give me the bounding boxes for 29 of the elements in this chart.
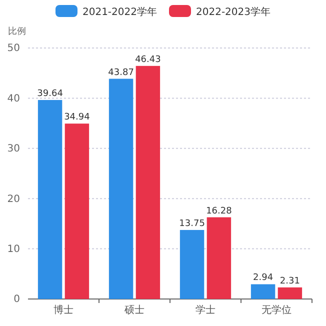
data-label: 39.64 [37, 89, 64, 100]
y-tick-label: 0 [14, 294, 20, 306]
bar [64, 124, 90, 299]
bar [108, 78, 134, 299]
y-tick-label: 30 [7, 144, 20, 155]
bar [206, 217, 232, 299]
data-label: 43.87 [108, 68, 134, 78]
x-tick-label: 博士 [54, 304, 74, 316]
bar [278, 287, 302, 299]
x-tick-label: 学士 [196, 304, 216, 316]
y-tick-label: 10 [7, 244, 20, 255]
legend-label: 2021-2022学年 [82, 6, 157, 18]
x-tick-label: 无学位 [262, 304, 292, 316]
data-label: 2.31 [280, 276, 300, 286]
data-label: 34.94 [64, 112, 90, 123]
data-label: 13.75 [179, 218, 205, 229]
y-tick-label: 20 [7, 194, 20, 205]
y-tick-label: 50 [7, 43, 20, 54]
bar [180, 230, 204, 299]
data-label: 2.94 [253, 273, 274, 284]
bar [136, 66, 160, 299]
data-label: 16.28 [206, 206, 232, 216]
y-tick-label: 40 [7, 93, 20, 104]
bar [38, 100, 62, 299]
x-tick-label: 硕士 [124, 304, 144, 316]
legend-label: 2022-2023学年 [196, 6, 271, 18]
y-axis-title: 比例 [8, 26, 26, 37]
data-label: 46.43 [135, 54, 161, 65]
bar [250, 284, 276, 299]
